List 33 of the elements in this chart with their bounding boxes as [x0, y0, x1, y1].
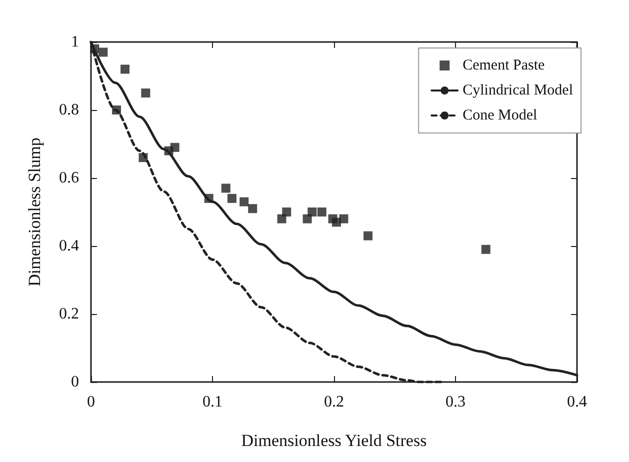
point	[308, 208, 317, 216]
point	[317, 208, 326, 216]
point	[364, 231, 373, 240]
point	[98, 48, 108, 57]
point	[240, 197, 249, 206]
x-tick-label: 0.3	[446, 394, 466, 410]
x-axis-title: Dimensionless Yield Stress	[241, 431, 427, 450]
y-tick-label: 0.4	[59, 238, 79, 254]
x-tick-label: 0.4	[567, 394, 587, 410]
x-tick-label: 0.1	[202, 394, 222, 410]
y-tick-label: 1	[71, 34, 79, 50]
point	[120, 64, 130, 74]
point	[248, 204, 258, 214]
legend-label: Cone Model	[462, 108, 538, 124]
x-tick-label: 0	[87, 394, 95, 410]
y-tick-label: 0.2	[59, 306, 79, 322]
legend-label: Cylindrical Model	[462, 82, 574, 98]
legend-label: Cement Paste	[462, 58, 546, 74]
y-tick-label: 0	[71, 374, 79, 390]
point	[481, 244, 490, 254]
y-tick-label: 0.6	[59, 170, 79, 186]
y-axis-title: Dimensionless Slump	[25, 138, 44, 286]
y-tick-label: 0.8	[59, 102, 79, 118]
point	[141, 88, 150, 98]
point	[339, 214, 348, 224]
point	[227, 194, 236, 203]
x-tick-label: 0.2	[324, 394, 344, 410]
point	[138, 153, 148, 162]
point	[282, 208, 292, 216]
point	[221, 184, 230, 193]
point	[204, 194, 214, 203]
point	[112, 106, 122, 114]
point	[170, 142, 180, 152]
